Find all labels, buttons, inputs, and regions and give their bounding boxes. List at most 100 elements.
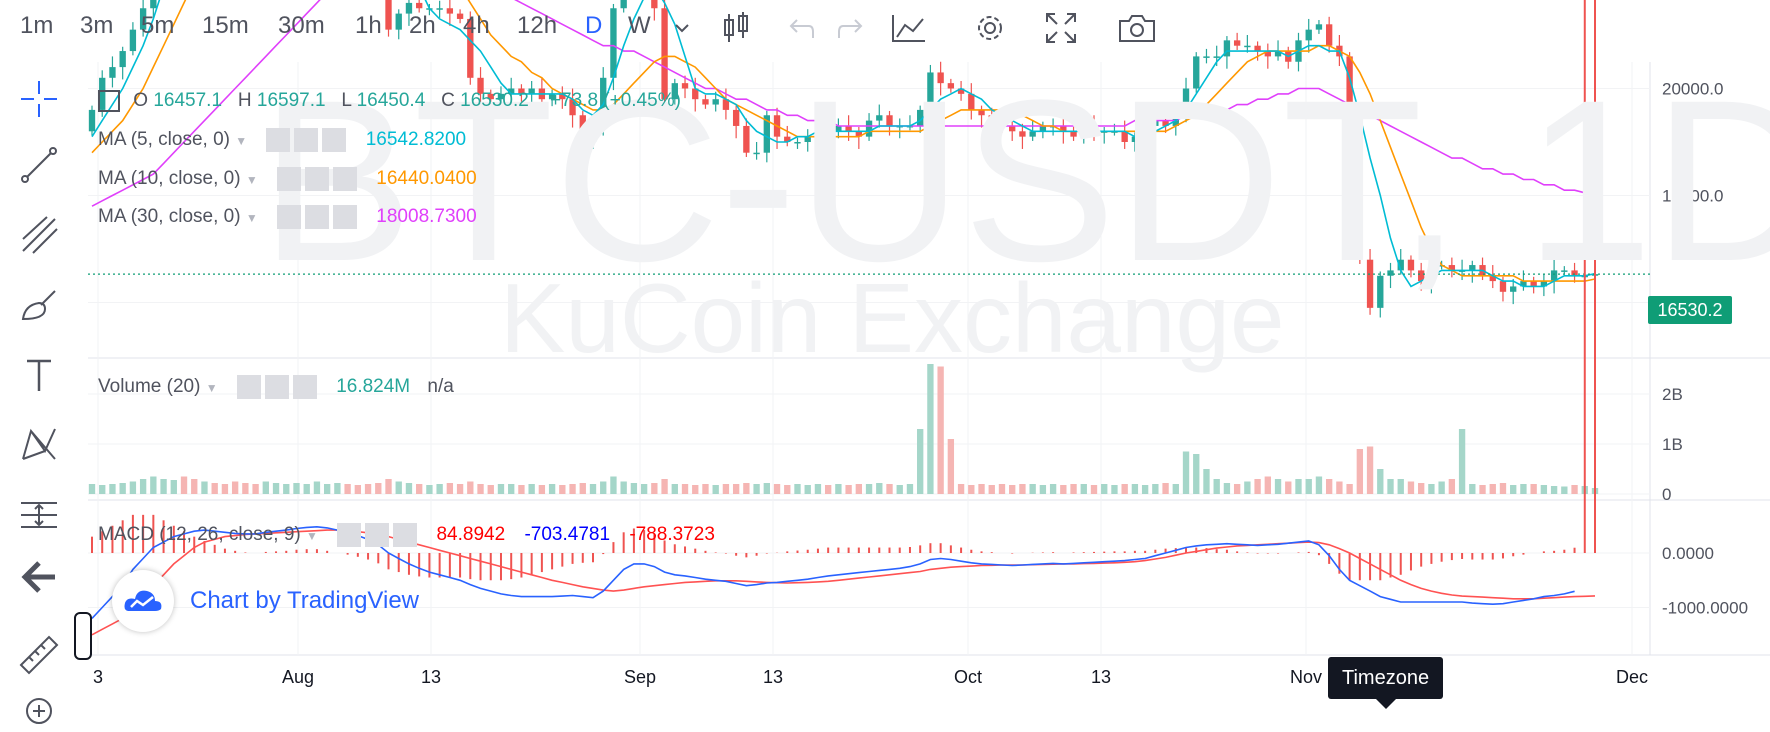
ma10-label[interactable]: MA (10, close, 0): [98, 168, 241, 190]
volume-bar: [395, 481, 402, 494]
volume-label[interactable]: Volume (20): [98, 376, 201, 398]
ruler-icon[interactable]: [14, 630, 64, 680]
volume-bar: [293, 483, 300, 494]
timeframe-w[interactable]: W: [628, 12, 651, 39]
volume-bar: [1162, 483, 1169, 494]
close-icon[interactable]: [322, 128, 347, 152]
brush-icon[interactable]: [14, 280, 64, 330]
chevron-down-icon[interactable]: ▼: [245, 173, 258, 188]
volume-bar: [845, 485, 852, 494]
candle-body: [947, 83, 955, 89]
candle-body: [416, 2, 423, 9]
eye-icon[interactable]: [236, 375, 261, 399]
timeframe-30m[interactable]: 30m: [278, 12, 325, 39]
candle-body: [600, 77, 607, 126]
settings-icon[interactable]: [305, 205, 330, 229]
timeframe-2h[interactable]: 2h: [409, 12, 436, 39]
trendline-icon[interactable]: [14, 140, 64, 190]
candle-body: [702, 99, 709, 105]
tradingview-branding[interactable]: Chart by TradingView: [112, 570, 419, 632]
chevron-down-icon[interactable]: ▼: [306, 529, 318, 544]
x-tick-label: 13: [763, 667, 783, 687]
volume-bar: [559, 485, 566, 494]
volume-bar: [467, 481, 474, 494]
undo-icon[interactable]: [781, 8, 821, 48]
candle-body: [1489, 275, 1496, 282]
volume-bar: [1182, 451, 1190, 494]
volume-bar: [477, 484, 484, 494]
chevron-down-icon[interactable]: ▼: [235, 134, 248, 149]
timeframe-1h[interactable]: 1h: [355, 12, 382, 39]
volume-bar: [671, 484, 678, 494]
open-label: O: [133, 90, 149, 112]
close-icon[interactable]: [333, 167, 358, 191]
fullscreen-icon[interactable]: [1041, 8, 1081, 48]
candles-icon[interactable]: [716, 8, 756, 48]
chevron-down-icon[interactable]: ▼: [205, 381, 218, 396]
candle-body: [1152, 120, 1159, 126]
eye-icon[interactable]: [337, 523, 362, 547]
settings-icon[interactable]: [264, 375, 289, 399]
chevron-down-icon[interactable]: [662, 8, 702, 48]
volume-bar: [1285, 481, 1292, 494]
pattern-icon[interactable]: [14, 420, 64, 470]
close-icon[interactable]: [393, 523, 418, 547]
eye-icon[interactable]: [266, 128, 291, 152]
candle-body: [1029, 131, 1036, 137]
eye-icon[interactable]: [277, 167, 302, 191]
candle-body: [1418, 270, 1425, 282]
macd-label[interactable]: MACD (12, 26, close, 9): [98, 524, 301, 546]
candle-body: [917, 109, 924, 126]
candle-body: [794, 142, 801, 144]
chevron-down-icon[interactable]: ▼: [245, 211, 258, 226]
timeframe-12h[interactable]: 12h: [517, 12, 558, 39]
measure-icon[interactable]: [14, 490, 64, 540]
collapse-handle[interactable]: [74, 612, 92, 660]
timeframe-1m[interactable]: 1m: [20, 12, 54, 39]
gear-icon[interactable]: [970, 8, 1010, 48]
candle-body: [548, 93, 556, 100]
crosshair-icon[interactable]: [14, 74, 64, 124]
settings-icon[interactable]: [305, 167, 330, 191]
candle-body: [651, 0, 658, 9]
close-icon[interactable]: [333, 205, 358, 229]
volume-bar: [160, 479, 167, 494]
collapse-legend-icon[interactable]: [98, 90, 120, 112]
volume-bar: [927, 364, 934, 494]
ma30-label[interactable]: MA (30, close, 0): [98, 206, 241, 228]
close-icon[interactable]: [292, 375, 317, 399]
eye-icon[interactable]: [277, 205, 302, 229]
timeframe-d[interactable]: D: [585, 12, 603, 39]
pitchfork-icon[interactable]: [14, 210, 64, 260]
volume-bar: [865, 484, 873, 494]
timeframe-5m[interactable]: 5m: [141, 12, 175, 39]
volume-bar: [1090, 485, 1098, 494]
timeframe-15m[interactable]: 15m: [202, 12, 249, 39]
text-icon[interactable]: [14, 350, 64, 400]
volume-bar: [1101, 484, 1108, 494]
volume-bar: [109, 484, 116, 494]
volume-bar: [180, 476, 188, 494]
compare-icon[interactable]: [889, 8, 929, 48]
x-tick-label: 13: [421, 667, 441, 687]
x-tick-label: 13: [1091, 667, 1111, 687]
price-tick-label: 18000.0: [1662, 187, 1723, 206]
high-value: 16597.1: [256, 90, 326, 112]
chart-canvas[interactable]: 3Aug13Sep13Oct13NovDec24000.022000.02000…: [0, 0, 1770, 705]
timeframe-3m[interactable]: 3m: [80, 12, 114, 39]
timeframe-4h[interactable]: 4h: [463, 12, 490, 39]
ma5-legend: MA (5, close, 0) ▼ 16542.8200: [98, 128, 466, 152]
camera-icon[interactable]: [1117, 8, 1157, 48]
volume-bar: [538, 485, 546, 494]
back-arrow-icon[interactable]: [14, 552, 64, 602]
candle-body: [804, 136, 811, 142]
volume-bar: [139, 479, 147, 494]
ma5-label[interactable]: MA (5, close, 0): [98, 129, 230, 151]
zoom-in-icon[interactable]: [14, 682, 64, 732]
volume-bar: [1377, 469, 1384, 494]
settings-icon[interactable]: [294, 128, 319, 152]
redo-icon[interactable]: [831, 8, 871, 48]
candle-body: [109, 67, 116, 78]
settings-icon[interactable]: [365, 523, 390, 547]
tradingview-logo-icon: [112, 570, 174, 632]
